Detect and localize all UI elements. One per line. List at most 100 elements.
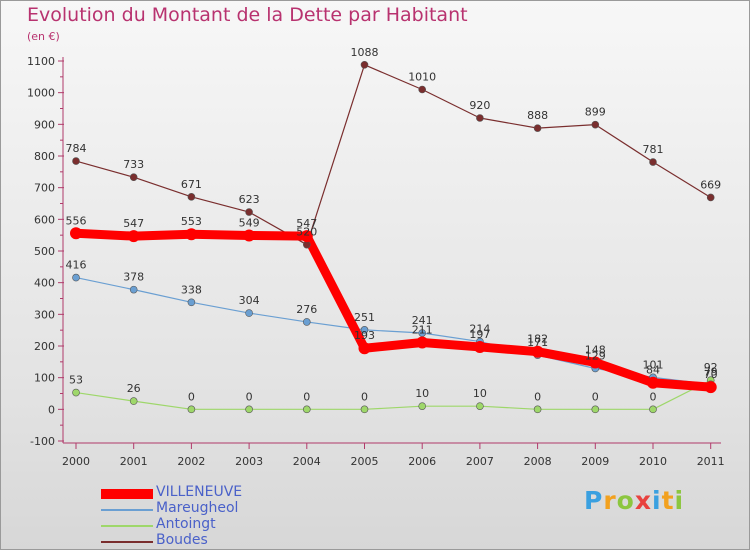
data-point-antoingt [476,402,484,410]
x-tick-label: 2003 [235,455,263,468]
x-tick-label: 2000 [62,455,90,468]
data-point-boudes [72,157,80,165]
y-tick-label: 1000 [27,87,55,100]
data-label-mareugheol: 79 [704,365,718,378]
y-tick-label: 300 [34,308,55,321]
data-point-mareugheol [360,326,369,334]
x-tick-label: 2006 [408,455,436,468]
data-label-mareugheol: 416 [66,259,87,272]
data-point-antoingt [360,405,369,414]
data-label-boudes: 669 [700,178,721,191]
data-label-mareugheol: 304 [239,294,260,307]
data-point-villeneuve [358,342,371,355]
data-label-antoingt: 0 [534,390,541,403]
y-tick-label: 100 [34,372,55,385]
data-point-boudes [245,208,253,216]
data-point-antoingt [418,402,427,410]
data-label-villeneuve: 70 [704,368,718,381]
chart-title: Evolution du Montant de la Dette par Hab… [27,4,468,26]
data-label-mareugheol: 214 [469,323,490,336]
data-point-antoingt [187,405,196,414]
data-label-boudes: 899 [585,106,606,119]
x-tick-label: 2011 [697,455,725,468]
data-point-boudes [187,193,196,201]
data-point-boudes [476,114,484,122]
data-point-antoingt [245,405,253,414]
series-lines [71,64,716,410]
data-label-boudes: 623 [239,193,260,206]
x-tick-label: 2007 [466,455,494,468]
data-point-boudes [649,158,657,166]
data-point-boudes [706,193,715,202]
y-tick-label: 500 [34,245,55,258]
y-tick-label: 0 [48,403,55,416]
data-label-antoingt: 26 [127,382,141,395]
data-label-antoingt: 0 [246,390,253,403]
data-point-boudes [533,124,542,132]
y-tick-label: 700 [34,182,55,195]
data-point-boudes [418,85,427,94]
proxiti-logo: Proxiti [584,486,685,515]
data-label-mareugheol: 276 [296,303,317,316]
data-label-antoingt: 0 [650,390,657,403]
data-label-antoingt: 10 [415,387,429,400]
x-tick-label: 2008 [524,455,552,468]
data-point-villeneuve [704,381,717,394]
data-label-boudes: 888 [527,109,548,122]
data-point-mareugheol [302,318,311,326]
data-label-boudes: 920 [469,99,490,112]
data-point-villeneuve [416,336,429,349]
data-label-villeneuve: 553 [181,215,202,228]
data-point-villeneuve [647,376,659,389]
data-point-villeneuve [243,229,256,242]
data-point-antoingt [649,405,657,414]
data-point-antoingt [591,405,600,414]
y-tick-label: 600 [34,213,55,226]
data-label-antoingt: 0 [188,390,195,403]
data-label-boudes: 784 [66,142,87,155]
data-label-villeneuve: 211 [412,324,433,337]
data-point-mareugheol [187,298,196,307]
data-label-boudes: 781 [643,143,664,156]
data-label-villeneuve: 556 [66,214,87,227]
legend-swatch-antoingt [101,525,153,527]
data-label-villeneuve: 547 [123,217,144,230]
data-label-antoingt: 0 [303,390,310,403]
x-tick-label: 2001 [120,455,148,468]
data-point-mareugheol [129,285,138,294]
data-point-antoingt [533,405,542,414]
data-label-boudes: 733 [123,158,144,171]
data-point-antoingt [302,405,311,414]
legend-swatch-villeneuve [101,489,153,499]
data-point-villeneuve [127,230,140,243]
data-label-villeneuve: 84 [646,364,660,377]
data-point-antoingt [129,397,138,405]
data-label-villeneuve: 549 [239,216,260,229]
y-tick-label: 400 [34,277,55,290]
data-point-mareugheol [72,273,80,282]
data-label-antoingt: 0 [592,390,599,403]
data-point-antoingt [72,388,80,397]
data-label-antoingt: 10 [473,387,487,400]
y-tick-label: 900 [34,118,55,131]
x-tick-label: 2010 [639,455,667,468]
y-tick-label: 200 [34,340,55,353]
data-point-boudes [360,60,369,69]
data-point-villeneuve [70,227,82,240]
data-label-mareugheol: 171 [527,336,548,349]
legend-label-villeneuve: VILLENEUVE [156,484,243,500]
chart-subtitle: (en €) [27,30,60,43]
data-label-boudes: 1010 [408,71,436,84]
data-point-villeneuve [531,345,544,358]
data-point-villeneuve [473,340,486,353]
data-point-boudes [591,120,600,129]
legend-label-boudes: Boudes [156,532,208,548]
chart-axes: -100010020030040050060070080090010001100… [27,55,725,468]
x-tick-label: 2009 [581,455,609,468]
data-label-mareugheol: 101 [643,358,664,371]
data-point-boudes [129,173,138,182]
x-tick-label: 2005 [351,455,379,468]
data-label-mareugheol: 378 [123,271,144,284]
legend-label-antoingt: Antoingt [156,516,216,532]
